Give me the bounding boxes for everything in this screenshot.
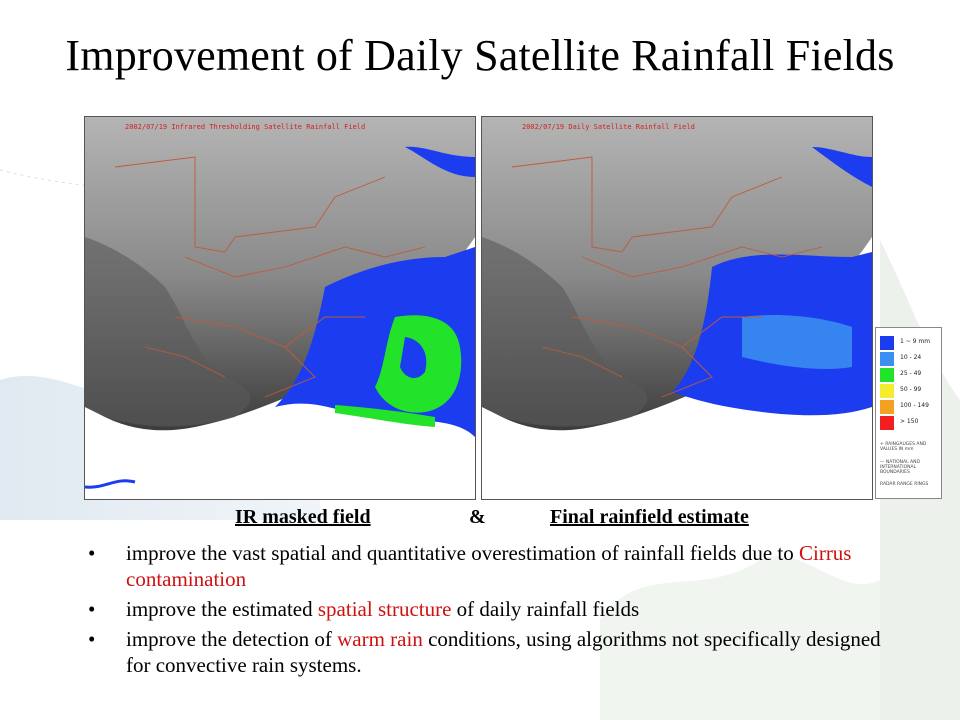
legend-swatch <box>880 400 894 414</box>
legend-label: 50 - 99 <box>900 386 922 393</box>
legend-item: 10 - 24 <box>880 352 940 366</box>
legend-item: 1 ~ 9 mm <box>880 336 940 350</box>
slide-title: Improvement of Daily Satellite Rainfall … <box>65 31 895 80</box>
bullet-highlight: warm rain <box>337 627 423 651</box>
legend-label: 10 - 24 <box>900 354 922 361</box>
legend-label: 1 ~ 9 mm <box>900 338 931 345</box>
map-captions: IR masked field & Final rainfield estima… <box>0 506 960 536</box>
ir-map-image <box>85 117 475 499</box>
legend-label: 25 - 49 <box>900 370 922 377</box>
improvement-bullets: improve the vast spatial and quantitativ… <box>88 540 888 682</box>
legend-item: 50 - 99 <box>880 384 940 398</box>
bullet-highlight: Cirrus contamination <box>126 541 852 591</box>
caption-separator: & <box>469 506 486 528</box>
final-rainfield-map: 2002/07/19 Daily Satellite Rainfall Fiel… <box>481 116 873 500</box>
legend-item: 100 - 149 <box>880 400 940 414</box>
final-map-image <box>482 117 872 499</box>
legend-item: 25 - 49 <box>880 368 940 382</box>
legend-note-raingauges: + RAINGAUGES AND VALUES IN mm <box>880 442 927 452</box>
bullet-text-after: of daily rainfall fields <box>451 597 640 621</box>
bullet-highlight: spatial structure <box>317 597 452 621</box>
bullet-item: improve the estimated spatial structure … <box>88 596 888 622</box>
bullet-text-after: conditions, using algorithms not specifi… <box>126 627 881 677</box>
legend-swatch <box>880 368 894 382</box>
bullet-item: improve the vast spatial and quantitativ… <box>88 540 888 592</box>
legend-note-boundaries: — NATIONAL AND INTERNATIONAL BOUNDARIES <box>880 460 920 475</box>
legend-swatch <box>880 416 894 430</box>
bullet-item: improve the detection of warm rain condi… <box>88 626 888 678</box>
ir-masked-caption: IR masked field <box>235 506 371 528</box>
ir-map-label: 2002/07/19 Infrared Thresholding Satelli… <box>125 123 366 131</box>
legend-label: 100 - 149 <box>900 402 929 409</box>
final-map-label: 2002/07/19 Daily Satellite Rainfall Fiel… <box>522 123 695 131</box>
ir-masked-field-map: 2002/07/19 Infrared Thresholding Satelli… <box>84 116 476 500</box>
legend-swatch <box>880 336 894 350</box>
rainfall-legend: 1 ~ 9 mm 10 - 24 25 - 49 50 - 99 100 - 1… <box>875 327 942 499</box>
bullet-text: improve the detection of <box>126 627 338 651</box>
bullet-text: improve the vast spatial and quantitativ… <box>126 541 799 565</box>
legend-swatch <box>880 384 894 398</box>
bullet-text: improve the estimated <box>126 597 318 621</box>
legend-note-radar: RADAR RANGE RINGS <box>880 482 929 487</box>
legend-swatch <box>880 352 894 366</box>
final-rainfield-caption: Final rainfield estimate <box>550 506 749 528</box>
legend-item: > 150 <box>880 416 940 430</box>
legend-label: > 150 <box>900 418 919 425</box>
